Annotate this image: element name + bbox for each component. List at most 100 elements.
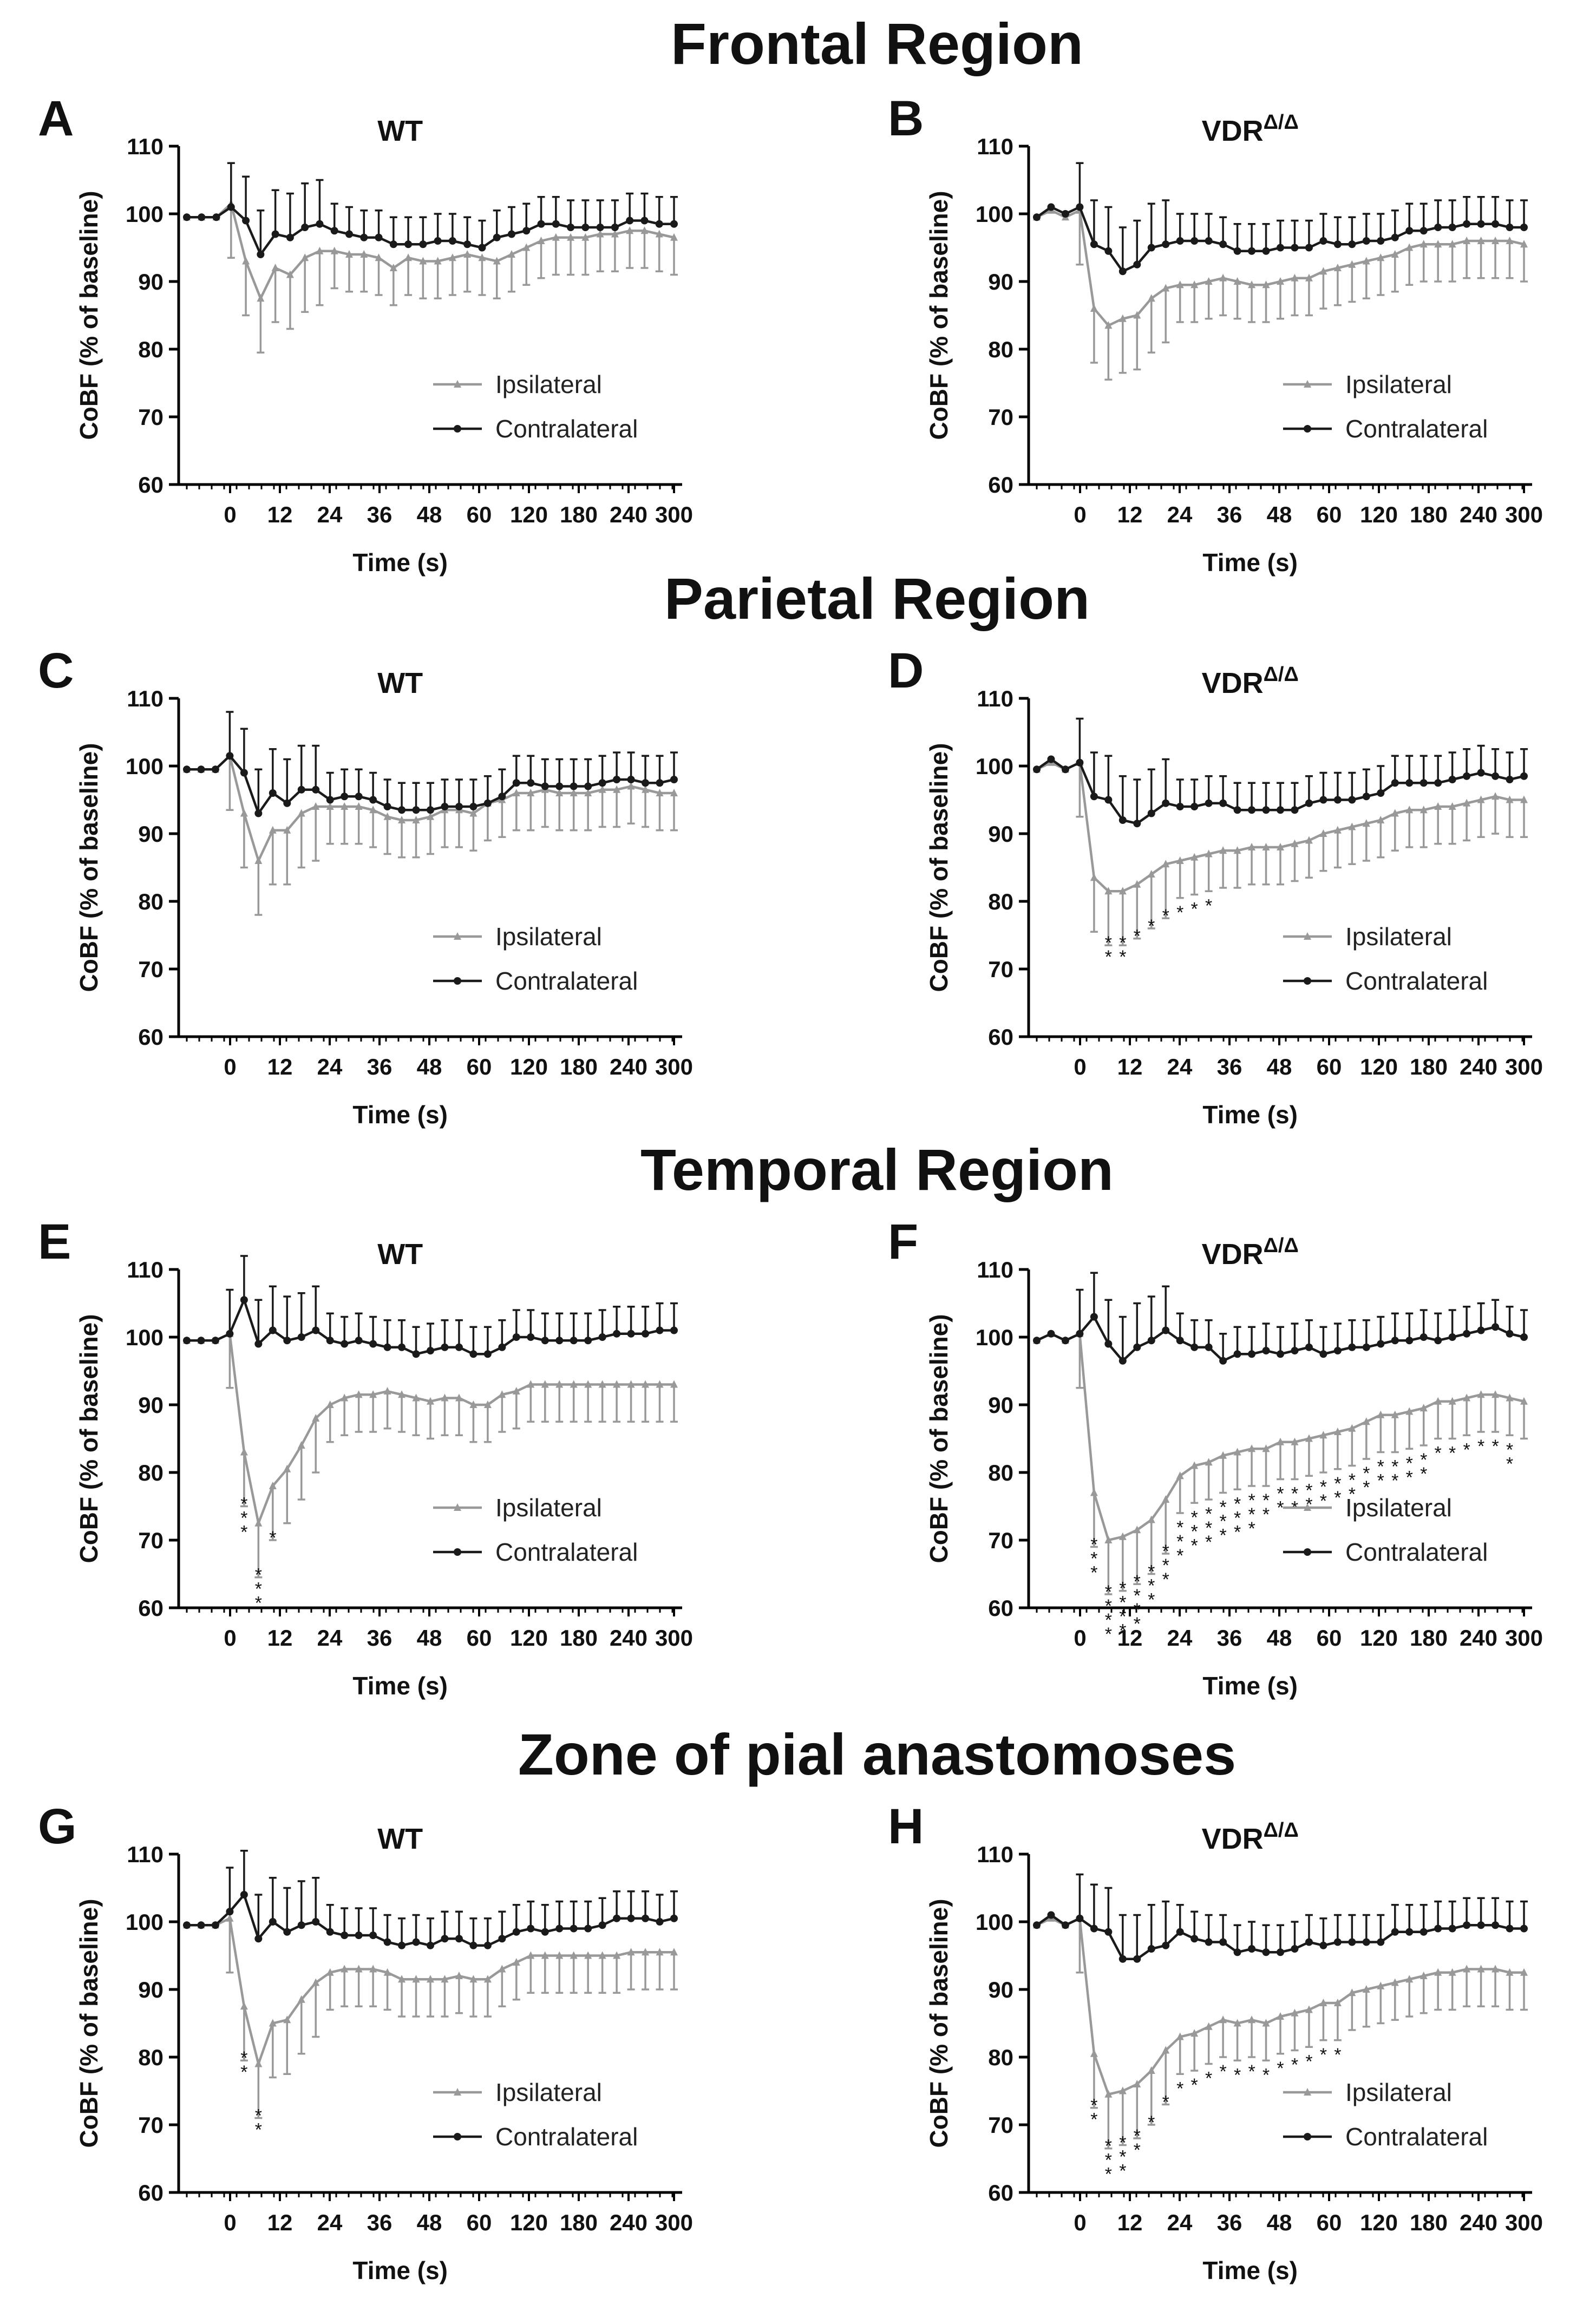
contralateral-point xyxy=(469,1350,477,1358)
x-tick-label: 48 xyxy=(1267,1625,1292,1651)
x-tick-label: 48 xyxy=(1267,2210,1292,2235)
ipsilateral-point xyxy=(512,1387,520,1395)
contralateral-point xyxy=(441,1935,449,1943)
significance-star: * xyxy=(1234,2065,1241,2085)
contralateral-point xyxy=(427,1347,434,1354)
ipsilateral-point xyxy=(1305,1434,1313,1442)
ipsilateral-point xyxy=(283,1464,291,1472)
ipsilateral-point xyxy=(670,1948,678,1956)
ipsilateral-point xyxy=(1492,1965,1500,1973)
significance-star: * xyxy=(1119,2146,1126,2167)
x-tick-label: 120 xyxy=(1360,2210,1398,2235)
contralateral-point xyxy=(1147,1337,1155,1345)
significance-star: * xyxy=(255,1579,262,1600)
y-tick-label: 60 xyxy=(138,472,163,497)
panel-letter: A xyxy=(38,91,74,146)
x-tick-label: 60 xyxy=(467,2210,492,2235)
ipsilateral-point xyxy=(1248,280,1256,289)
contralateral-point xyxy=(1377,1938,1385,1946)
contralateral-point xyxy=(1463,1330,1471,1338)
significance-star: * xyxy=(1277,1484,1284,1504)
y-tick-label: 80 xyxy=(988,337,1013,362)
contralateral-point xyxy=(613,1914,621,1922)
contralateral-point xyxy=(254,1340,263,1348)
contralateral-point xyxy=(1463,220,1471,228)
panel-title-superscript: Δ/Δ xyxy=(1264,1819,1299,1842)
ipsilateral-point xyxy=(1090,2049,1098,2057)
contralateral-point xyxy=(613,1330,621,1338)
ipsilateral-point xyxy=(301,253,309,261)
ipsilateral-point xyxy=(1176,1471,1184,1479)
ipsilateral-point xyxy=(1104,321,1113,329)
ipsilateral-point xyxy=(254,856,263,864)
legend-marker-ipsilateral xyxy=(454,932,461,940)
contralateral-point xyxy=(312,1326,320,1334)
x-tick-label: 0 xyxy=(1074,1054,1086,1079)
contralateral-point xyxy=(360,233,368,241)
contralateral-point xyxy=(1333,1347,1342,1354)
contralateral-point xyxy=(1104,1340,1113,1348)
y-tick-label: 100 xyxy=(976,1909,1013,1935)
ipsilateral-point xyxy=(1362,257,1370,265)
contralateral-point xyxy=(1277,244,1284,252)
ipsilateral-point xyxy=(297,1441,305,1449)
legend-marker-contralateral xyxy=(454,977,461,985)
y-axis-label: CoBF (% of baseline) xyxy=(75,1899,103,2148)
contralateral-point xyxy=(1420,779,1428,787)
contralateral-point xyxy=(269,1326,277,1334)
contralateral-point xyxy=(1305,1343,1313,1351)
ipsilateral-point xyxy=(1291,1437,1299,1445)
significance-star: * xyxy=(1263,1504,1270,1525)
ipsilateral-point xyxy=(297,809,305,817)
significance-star: * xyxy=(1377,1457,1384,1477)
contralateral-point xyxy=(483,1350,492,1358)
significance-star: * xyxy=(1334,1474,1341,1494)
ipsilateral-point xyxy=(1463,1393,1471,1402)
ipsilateral-point xyxy=(1377,1981,1385,1989)
contralateral-point xyxy=(1520,772,1528,780)
y-tick-label: 100 xyxy=(126,201,163,227)
contralateral-point xyxy=(269,1918,277,1926)
ipsilateral-point xyxy=(1506,237,1514,244)
ipsilateral-point xyxy=(312,802,320,810)
ipsilateral-point xyxy=(581,233,590,241)
ipsilateral-point xyxy=(1305,836,1313,844)
section-title-pial: Zone of pial anastomoses xyxy=(518,1721,1236,1787)
ipsilateral-point xyxy=(455,1972,463,1979)
contralateral-point xyxy=(341,1340,349,1348)
ipsilateral-point xyxy=(240,809,248,817)
contralateral-point xyxy=(596,224,604,231)
ipsilateral-point xyxy=(1090,1488,1098,1496)
legend-label: Contralateral xyxy=(1345,1538,1488,1566)
ipsilateral-point xyxy=(537,237,545,244)
ipsilateral-point xyxy=(1205,277,1213,285)
ipsilateral-point xyxy=(1319,1999,1327,2006)
contralateral-point xyxy=(1520,1924,1528,1933)
contralateral-point xyxy=(1492,220,1500,228)
contralateral-point xyxy=(1391,1337,1399,1345)
significance-star: * xyxy=(255,2105,262,2126)
x-tick-label: 36 xyxy=(1217,1625,1242,1651)
ipsilateral-point xyxy=(1463,237,1471,244)
ipsilateral-point xyxy=(1176,2032,1184,2040)
contralateral-point xyxy=(183,765,191,774)
contralateral-point xyxy=(1391,779,1399,787)
ipsilateral-point xyxy=(1463,798,1471,807)
contralateral-point xyxy=(1434,224,1442,231)
x-tick-label: 180 xyxy=(1410,2210,1448,2235)
contralateral-point xyxy=(1090,240,1098,248)
ipsilateral-point xyxy=(1262,280,1270,289)
contralateral-point xyxy=(1147,1945,1155,1953)
significance-star: * xyxy=(1134,2140,1141,2161)
ipsilateral-point xyxy=(355,1965,363,1973)
ipsilateral-point xyxy=(1434,1397,1442,1405)
x-tick-label: 0 xyxy=(1074,502,1086,527)
contralateral-point xyxy=(383,1343,391,1351)
x-axis-label: Time (s) xyxy=(1202,2256,1298,2284)
ipsilateral-point xyxy=(1262,1444,1270,1452)
section-title-temporal: Temporal Region xyxy=(640,1137,1114,1202)
contralateral-point xyxy=(584,1337,592,1345)
ipsilateral-point xyxy=(1377,1410,1385,1418)
significance-star: * xyxy=(1220,2061,1227,2082)
ipsilateral-point xyxy=(345,250,353,258)
